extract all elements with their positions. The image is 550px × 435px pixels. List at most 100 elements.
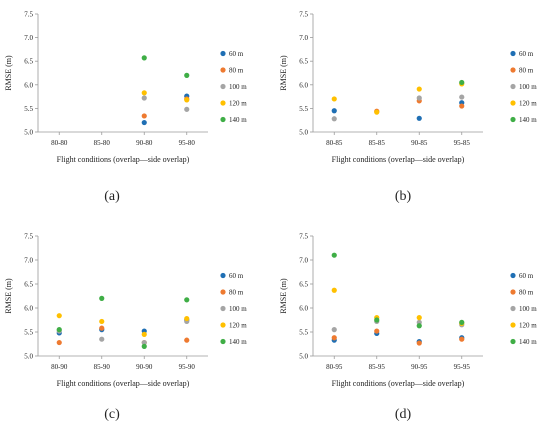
legend-marker [220,289,226,295]
data-point [459,79,465,86]
x-tick-label: 90-95 [411,363,428,371]
legend-label: 60 m [229,50,244,58]
data-point [99,336,105,342]
data-point [416,340,422,346]
legend-label: 120 m [229,100,247,108]
legend-marker [220,305,226,312]
data-point [331,335,337,341]
legend-marker [220,67,226,73]
x-tick-label: 85-80 [94,139,111,147]
legend-label: 140 m [519,116,537,124]
x-tick-label: 80-90 [51,363,68,371]
data-point [374,328,380,334]
x-tick-label: 85-90 [94,363,111,371]
x-tick-label: 95-95 [454,363,471,371]
legend: 60 m 80 m 100 m 120 m 140 m [220,272,247,346]
panel-label: (b) [395,189,412,204]
legend-marker [220,322,226,328]
legend-marker [220,272,226,279]
data-point [374,109,380,115]
data-point [331,287,337,293]
data-point [374,317,380,323]
legend-label: 120 m [229,322,247,330]
data-point [331,96,337,102]
legend-label: 140 m [519,338,537,346]
x-axis-title: Flight conditions (overlap—side overlap) [332,379,465,388]
data-point [99,295,105,301]
panel-label: (a) [104,189,120,204]
chart-panel-c: 5.0 5.5 6.0 6.5 7.0 7.5 80-90 85-90 90-90 95-90 RM… [4,233,247,423]
panel-label: (c) [104,407,120,422]
x-tick-label: 80-80 [51,139,68,147]
legend-marker [510,289,516,295]
legend: 60 m 80 m 100 m 120 m 140 m [510,50,537,124]
x-tick-label: 85-95 [369,363,386,371]
legend-label: 100 m [519,83,537,91]
data-point [416,315,422,321]
x-axis-title: Flight conditions (overlap—side overlap) [57,379,190,388]
legend-label: 80 m [519,67,534,75]
legend-marker [510,338,516,345]
y-tick-label: 7.0 [299,34,308,42]
data-point [331,252,337,258]
x-tick-label: 85-85 [369,139,386,147]
y-tick-label: 7.0 [24,257,33,265]
legend-marker [220,50,226,57]
x-tick-label: 95-90 [179,363,196,371]
x-axis-title: Flight conditions (overlap—side overlap) [57,155,190,164]
x-axis-title: Flight conditions (overlap—side overlap) [332,155,465,164]
legend-label: 60 m [229,272,244,280]
legend-marker [510,50,516,57]
y-tick-label: 7.5 [24,11,33,19]
legend-marker [510,272,516,279]
y-tick-label: 6.0 [24,81,33,89]
legend-marker [510,116,516,123]
data-point [459,336,465,342]
legend-label: 120 m [519,322,537,330]
y-tick-label: 6.5 [299,58,308,66]
y-tick-label: 7.5 [24,233,33,241]
y-tick-label: 6.0 [299,81,308,89]
data-point [416,95,422,101]
data-point [459,103,465,109]
chart-panel-d: 5.0 5.5 6.0 6.5 7.0 7.5 80-95 85-95 90-95 95-95 RM… [279,233,537,423]
data-point [56,327,62,333]
legend-marker [510,305,516,312]
legend-marker [220,338,226,345]
legend: 60 m 80 m 100 m 120 m 140 m [220,50,247,124]
legend-label: 60 m [519,50,534,58]
x-tick-label: 90-80 [136,139,153,147]
legend-label: 80 m [519,289,534,297]
data-point [141,95,147,101]
data-point [141,343,147,349]
data-point [99,318,105,325]
data-point [141,331,147,337]
data-point [184,315,190,322]
legend-label: 120 m [519,100,537,108]
y-axis-title: RMSE (m) [4,278,13,314]
legend-label: 80 m [229,67,244,75]
y-tick-label: 5.0 [24,353,33,361]
y-tick-label: 5.5 [299,105,308,113]
y-tick-label: 6.0 [299,305,308,313]
data-point [141,90,147,96]
y-tick-label: 5.0 [299,353,308,361]
y-axis-title: RMSE (m) [279,278,288,314]
x-tick-label: 90-85 [411,139,428,147]
y-tick-label: 6.5 [299,281,308,289]
data-point [141,119,147,126]
y-tick-label: 6.5 [24,281,33,289]
data-point [141,55,147,61]
legend-marker [510,67,516,73]
data-point [56,313,62,319]
legend-marker [220,100,226,106]
data-point [56,339,62,346]
x-tick-label: 80-95 [326,363,343,371]
y-tick-label: 5.5 [299,329,308,337]
legend-label: 100 m [519,305,537,313]
y-tick-label: 7.0 [299,257,308,265]
legend-marker [220,83,226,90]
y-tick-label: 5.0 [24,129,33,137]
legend-label: 140 m [229,338,247,346]
